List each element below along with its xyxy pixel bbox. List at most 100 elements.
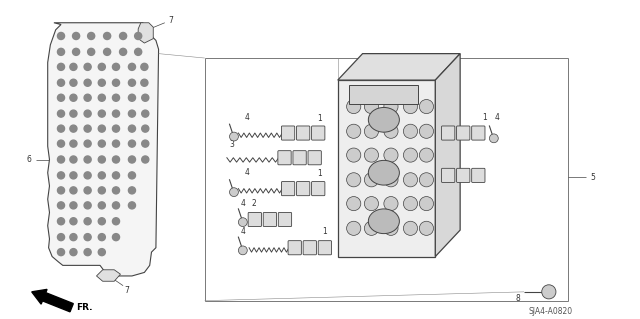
Circle shape bbox=[58, 202, 65, 209]
Circle shape bbox=[70, 172, 77, 179]
Circle shape bbox=[58, 140, 65, 147]
Circle shape bbox=[129, 110, 136, 117]
Circle shape bbox=[70, 218, 77, 225]
Circle shape bbox=[72, 48, 79, 56]
Circle shape bbox=[129, 94, 136, 101]
Text: 4: 4 bbox=[241, 199, 246, 208]
Circle shape bbox=[113, 140, 120, 147]
Text: 9: 9 bbox=[433, 127, 438, 136]
Circle shape bbox=[490, 134, 499, 143]
Circle shape bbox=[419, 148, 433, 162]
Circle shape bbox=[113, 94, 120, 101]
Polygon shape bbox=[338, 54, 460, 80]
Circle shape bbox=[99, 187, 106, 194]
Circle shape bbox=[134, 33, 141, 40]
Circle shape bbox=[99, 125, 106, 132]
Text: 1: 1 bbox=[317, 169, 323, 178]
Circle shape bbox=[364, 100, 378, 114]
Circle shape bbox=[141, 110, 149, 117]
Circle shape bbox=[403, 221, 417, 235]
Circle shape bbox=[84, 94, 91, 101]
Circle shape bbox=[72, 33, 79, 40]
Circle shape bbox=[58, 187, 65, 194]
Circle shape bbox=[99, 156, 106, 163]
Circle shape bbox=[84, 125, 91, 132]
FancyBboxPatch shape bbox=[456, 126, 470, 140]
FancyBboxPatch shape bbox=[293, 151, 307, 165]
Circle shape bbox=[364, 173, 378, 187]
Circle shape bbox=[84, 140, 91, 147]
Circle shape bbox=[384, 148, 398, 162]
Circle shape bbox=[129, 172, 136, 179]
FancyBboxPatch shape bbox=[263, 212, 276, 226]
Text: 7: 7 bbox=[168, 16, 173, 25]
Circle shape bbox=[70, 249, 77, 256]
Circle shape bbox=[419, 173, 433, 187]
Circle shape bbox=[113, 79, 120, 86]
Circle shape bbox=[99, 249, 106, 256]
Circle shape bbox=[364, 221, 378, 235]
Circle shape bbox=[88, 48, 95, 56]
Circle shape bbox=[70, 63, 77, 70]
FancyBboxPatch shape bbox=[278, 212, 292, 226]
FancyBboxPatch shape bbox=[288, 241, 301, 255]
Circle shape bbox=[403, 173, 417, 187]
Circle shape bbox=[99, 234, 106, 241]
Circle shape bbox=[129, 187, 136, 194]
Circle shape bbox=[58, 63, 65, 70]
Circle shape bbox=[238, 218, 247, 226]
Circle shape bbox=[84, 249, 91, 256]
Circle shape bbox=[58, 33, 65, 40]
Circle shape bbox=[70, 110, 77, 117]
Circle shape bbox=[347, 124, 361, 138]
Circle shape bbox=[70, 125, 77, 132]
Circle shape bbox=[99, 79, 106, 86]
Circle shape bbox=[384, 173, 398, 187]
Polygon shape bbox=[338, 80, 435, 256]
Circle shape bbox=[141, 125, 149, 132]
Text: 4: 4 bbox=[245, 113, 250, 122]
Circle shape bbox=[364, 197, 378, 211]
Circle shape bbox=[104, 33, 111, 40]
FancyBboxPatch shape bbox=[442, 168, 455, 182]
Circle shape bbox=[84, 202, 91, 209]
FancyArrow shape bbox=[32, 289, 74, 312]
Text: 3: 3 bbox=[229, 140, 234, 149]
Circle shape bbox=[99, 140, 106, 147]
Circle shape bbox=[99, 172, 106, 179]
Circle shape bbox=[347, 100, 361, 114]
Circle shape bbox=[347, 221, 361, 235]
Circle shape bbox=[58, 218, 65, 225]
Circle shape bbox=[58, 48, 65, 56]
Circle shape bbox=[120, 33, 127, 40]
Circle shape bbox=[58, 249, 65, 256]
Text: 1: 1 bbox=[322, 227, 327, 236]
Circle shape bbox=[84, 79, 91, 86]
Circle shape bbox=[70, 79, 77, 86]
Circle shape bbox=[113, 187, 120, 194]
FancyBboxPatch shape bbox=[442, 126, 455, 140]
Polygon shape bbox=[138, 23, 153, 43]
Circle shape bbox=[99, 94, 106, 101]
Circle shape bbox=[58, 110, 65, 117]
Circle shape bbox=[141, 140, 149, 147]
Text: 4: 4 bbox=[495, 113, 500, 122]
Circle shape bbox=[134, 48, 141, 56]
Circle shape bbox=[113, 110, 120, 117]
Circle shape bbox=[58, 79, 65, 86]
Circle shape bbox=[113, 156, 120, 163]
Text: 1: 1 bbox=[482, 113, 486, 122]
Circle shape bbox=[70, 156, 77, 163]
Text: FR.: FR. bbox=[76, 303, 93, 312]
FancyBboxPatch shape bbox=[296, 126, 310, 140]
Circle shape bbox=[384, 197, 398, 211]
FancyBboxPatch shape bbox=[349, 85, 419, 104]
Circle shape bbox=[541, 285, 556, 299]
Circle shape bbox=[58, 234, 65, 241]
Circle shape bbox=[141, 156, 149, 163]
Circle shape bbox=[120, 48, 127, 56]
Circle shape bbox=[58, 125, 65, 132]
Circle shape bbox=[113, 202, 120, 209]
Circle shape bbox=[104, 48, 111, 56]
Circle shape bbox=[84, 234, 91, 241]
